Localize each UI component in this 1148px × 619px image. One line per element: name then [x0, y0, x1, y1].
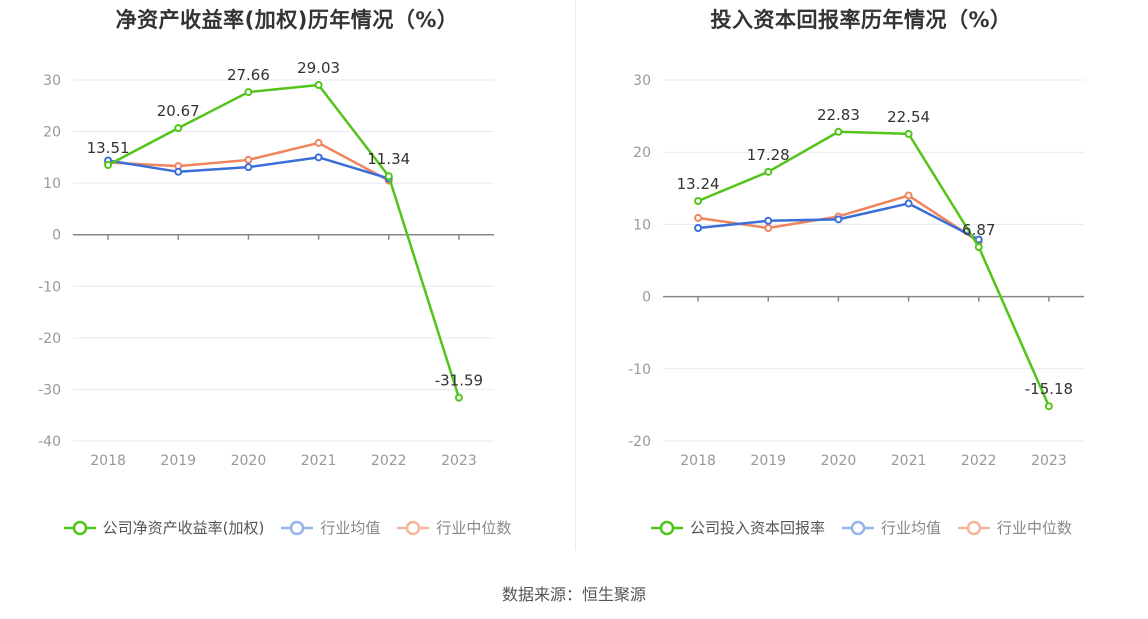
data-point-company	[694, 197, 703, 206]
x-tick-label: 2022	[371, 453, 407, 469]
legend-line-circle-icon	[281, 520, 314, 535]
data-point-industry-average	[244, 163, 253, 172]
data-point-industry-median	[764, 224, 773, 233]
data-label: -15.18	[1025, 380, 1073, 398]
x-tick-label: 2019	[160, 453, 196, 469]
y-tick-label: 10	[633, 217, 651, 233]
roic-chart: 30 20 10 0 -10 -20 2018 2019 2020 2021 2022 2023 13.…	[628, 73, 1084, 469]
data-label: 11.34	[367, 150, 410, 168]
roe-chart: 30 20 10 0 -10 -20 -30 -40 2018 2019 2020 2021 2022 2…	[38, 59, 494, 469]
data-point-industry-average	[694, 224, 703, 233]
chart-title: 投入资本回报率历年情况（%）	[710, 8, 1012, 32]
data-point-company	[764, 167, 773, 176]
data-point-industry-average	[834, 215, 843, 224]
y-tick-label: 0	[642, 290, 651, 306]
data-point-industry-median	[904, 191, 913, 200]
legend-item-industry-median[interactable]: 行业中位数	[396, 517, 511, 538]
data-label: 22.83	[817, 106, 860, 124]
x-tick-label: 2021	[891, 453, 927, 469]
y-tick-label: 20	[43, 125, 61, 141]
legend-line-circle-icon	[958, 520, 990, 535]
legend-line-circle-icon	[63, 520, 96, 535]
legend-label: 公司投入资本回报率	[689, 519, 825, 537]
data-point-company	[834, 127, 843, 136]
legend-line-circle-icon	[650, 520, 683, 535]
legend-item-industry-median[interactable]: 行业中位数	[957, 517, 1072, 538]
x-tick-label: 2019	[750, 453, 786, 469]
data-point-industry-average	[974, 235, 983, 244]
data-label: 29.03	[297, 59, 340, 77]
data-point-company	[974, 242, 983, 251]
data-label: 13.51	[87, 139, 130, 157]
y-tick-label: -30	[38, 382, 61, 398]
legend-label: 行业均值	[320, 519, 381, 537]
legend-item-company[interactable]: 公司投入资本回报率	[650, 517, 825, 538]
data-label: -31.59	[435, 372, 483, 390]
data-point-company	[244, 88, 253, 97]
legend-item-industry-average[interactable]: 行业均值	[280, 517, 380, 538]
legend-line-circle-icon	[397, 520, 430, 535]
data-label: 27.66	[227, 66, 270, 84]
y-tick-label: 20	[633, 145, 651, 161]
x-tick-label: 2023	[1031, 453, 1067, 469]
legend-label: 公司净资产收益率(加权)	[102, 519, 265, 537]
x-tick-label: 2018	[90, 453, 126, 469]
y-tick-label: -20	[38, 331, 61, 347]
y-tick-label: 30	[633, 73, 651, 89]
data-point-company	[104, 161, 113, 170]
data-point-company	[1044, 402, 1053, 411]
data-point-industry-median	[694, 213, 703, 222]
data-label: 22.54	[887, 108, 930, 126]
y-tick-label: 30	[43, 73, 61, 89]
y-tick-label: -10	[628, 362, 651, 378]
y-tick-label: -40	[38, 434, 61, 450]
series-line-company	[697, 130, 1051, 407]
data-label: 6.87	[962, 221, 995, 239]
legend-label: 行业中位数	[436, 519, 512, 537]
data-point-company	[314, 81, 323, 90]
data-point-company	[174, 124, 183, 133]
data-label: 20.67	[157, 102, 200, 120]
data-point-industry-average	[904, 199, 913, 208]
data-point-industry-median	[314, 138, 323, 147]
data-label: 17.28	[747, 146, 790, 164]
legend-line-circle-icon	[841, 520, 874, 535]
x-tick-label: 2020	[821, 453, 857, 469]
data-source: 数据来源：恒生聚源	[501, 585, 646, 604]
x-tick-label: 2021	[301, 453, 337, 469]
data-point-industry-average	[174, 167, 183, 176]
data-point-industry-average	[764, 216, 773, 225]
series-line-company	[107, 83, 461, 399]
x-tick-label: 2020	[231, 453, 267, 469]
chart-title: 净资产收益率(加权)历年情况（%）	[115, 8, 459, 32]
data-point-industry-average	[314, 153, 323, 162]
y-tick-label: -10	[38, 279, 61, 295]
legend-item-industry-average[interactable]: 行业均值	[841, 517, 941, 538]
y-tick-label: 0	[52, 228, 61, 244]
legend-label: 行业均值	[880, 519, 941, 537]
roic-chart-panel: 投入资本回报率历年情况（%） 30 20 10 0 -10 -20 2018 2019 2020…	[574, 0, 1148, 560]
y-tick-label: 10	[43, 176, 61, 192]
legend-label: 行业中位数	[997, 519, 1073, 537]
roe-chart-panel: 净资产收益率(加权)历年情况（%） 30 20 10 0 -10 -20 -30 -40 201…	[0, 0, 574, 560]
chart-legend: 公司投入资本回报率 行业均值 行业中位数	[574, 517, 1148, 538]
x-tick-label: 2018	[680, 453, 716, 469]
chart-legend: 公司净资产收益率(加权) 行业均值 行业中位数	[0, 517, 574, 538]
data-point-industry-median	[244, 155, 253, 164]
data-point-company	[384, 172, 393, 181]
x-tick-label: 2022	[961, 453, 997, 469]
data-point-company	[454, 393, 463, 402]
y-tick-label: -20	[628, 434, 651, 450]
data-point-company	[904, 129, 913, 138]
data-label: 13.24	[677, 175, 720, 193]
legend-item-company[interactable]: 公司净资产收益率(加权)	[63, 517, 265, 538]
x-tick-label: 2023	[441, 453, 477, 469]
panel-divider	[575, 0, 576, 550]
